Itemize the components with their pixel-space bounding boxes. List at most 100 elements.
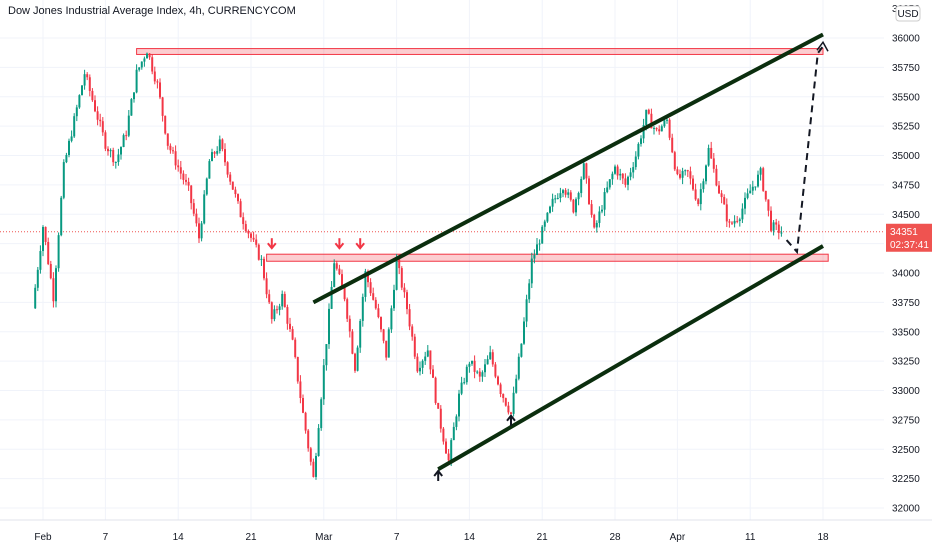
candle-body (447, 453, 450, 461)
candle-body (777, 224, 780, 233)
candle-body (34, 287, 37, 309)
candle-body (692, 178, 694, 190)
candle-body (673, 152, 676, 170)
candle-body (723, 197, 726, 205)
candle-body (278, 306, 281, 310)
candle-body (702, 181, 705, 190)
candle-body (47, 241, 50, 265)
candle-body (598, 211, 601, 223)
candle-body (736, 220, 739, 222)
candle-body (88, 77, 91, 91)
candle-body (109, 150, 112, 152)
chart-title: Dow Jones Industrial Average Index, 4h, … (8, 5, 296, 17)
candle-body (335, 263, 338, 269)
last-price-value: 34351 (890, 227, 918, 238)
candle-body (445, 441, 447, 454)
y-tick-label: 33250 (892, 357, 920, 368)
candle-body (762, 168, 765, 191)
candle-body (302, 397, 304, 413)
candle-body (382, 329, 385, 341)
candle-body (81, 85, 83, 96)
candle-body (562, 190, 564, 194)
candle-body (556, 197, 559, 199)
candle-body (260, 258, 263, 260)
candle-body (465, 366, 468, 383)
candle-body (244, 224, 247, 231)
candle-body (486, 359, 489, 365)
candle-body (276, 309, 278, 311)
x-tick-label: 7 (103, 532, 109, 543)
candle-body (463, 382, 466, 384)
candle-body (663, 120, 666, 127)
candle-body (359, 320, 362, 348)
candle-body (263, 258, 265, 279)
candle-body (107, 148, 109, 152)
candle-body (380, 317, 382, 330)
candle-body (135, 69, 138, 93)
down-arrow-head (355, 242, 365, 250)
markers (267, 238, 516, 481)
candle-body (707, 147, 710, 166)
candle-body (694, 189, 697, 200)
candle-body (426, 350, 429, 357)
candle-body (177, 165, 180, 168)
down-arrow-head (334, 242, 345, 250)
candle-body (265, 278, 268, 295)
candle-body (70, 136, 73, 141)
candle-body (554, 198, 557, 200)
x-axis[interactable]: Feb 7 14 21 Mar 7 14 21 28 Apr 11 18 (0, 519, 932, 543)
candle-body (146, 53, 148, 59)
candle-body (390, 308, 393, 330)
candle-body (421, 360, 424, 368)
candle-body (538, 243, 541, 245)
candle-body (551, 198, 554, 207)
candle-body (528, 283, 531, 300)
y-tick-label: 32000 (892, 504, 920, 515)
candle-body (533, 254, 536, 259)
candle-body (437, 402, 440, 409)
candle-body (315, 456, 317, 477)
candle-body (650, 113, 653, 129)
candle-body (322, 365, 325, 400)
candle-body (606, 187, 609, 193)
candle-body (239, 201, 242, 218)
candle-body (715, 168, 718, 186)
candle-body (398, 259, 401, 269)
candle-body (647, 109, 650, 114)
candle-body (250, 233, 252, 238)
currency-badge[interactable]: USD (895, 5, 921, 22)
candle-body (460, 382, 463, 394)
candle-body (666, 119, 668, 121)
candle-body (429, 350, 432, 370)
candle-body (497, 376, 499, 385)
candle-body (749, 190, 752, 194)
candle-body (520, 343, 523, 357)
candle-body (354, 353, 356, 371)
candle-body (374, 299, 377, 309)
candle-body (419, 367, 421, 372)
candle-body (759, 168, 762, 175)
y-tick-label: 34750 (892, 180, 920, 191)
candle-body (582, 163, 585, 180)
candle-body (679, 174, 681, 178)
x-tick-label: 7 (394, 532, 400, 543)
candle-body (471, 360, 473, 364)
candle-body (408, 309, 411, 327)
candle-body (60, 197, 63, 236)
candle-body (94, 100, 96, 112)
candle-body (237, 194, 239, 202)
candle-body (718, 185, 720, 194)
x-tick-label: 14 (173, 532, 185, 543)
candle-body (616, 166, 619, 176)
candle-body (697, 199, 700, 205)
price-axis-panel[interactable] (884, 0, 932, 520)
candle-body (161, 97, 164, 116)
candle-body (96, 111, 99, 120)
candle-body (86, 74, 89, 78)
candle-body (205, 178, 208, 195)
up-arrow-head (506, 414, 516, 422)
candle-body (403, 287, 406, 293)
candle-body (754, 186, 757, 188)
candle-body (231, 181, 234, 190)
candle-body (655, 127, 658, 130)
